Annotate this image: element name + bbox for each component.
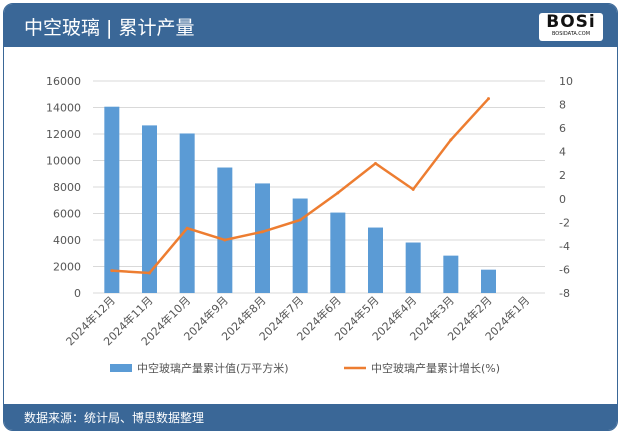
bar: [368, 227, 383, 293]
right-tick-label: 8: [559, 99, 566, 112]
line-point: [336, 191, 340, 195]
right-tick-label: 10: [559, 75, 573, 88]
bar: [443, 255, 459, 293]
left-tick-label: 14000: [46, 102, 81, 115]
bar: [217, 167, 233, 293]
footer-bar: 数据来源：统计局、博思数据整理: [4, 404, 617, 430]
line-point: [374, 161, 377, 165]
line-point: [185, 226, 189, 230]
left-tick-label: 10000: [46, 155, 81, 168]
bar: [179, 133, 195, 293]
right-tick-label: -8: [559, 287, 570, 300]
line-point: [411, 187, 415, 191]
right-tick-label: -6: [559, 263, 570, 276]
left-tick-label: 2000: [53, 261, 81, 274]
left-tick-label: 4000: [53, 234, 81, 247]
bar: [330, 212, 346, 293]
bar: [292, 198, 308, 293]
line-point: [148, 271, 151, 275]
line-point: [487, 97, 490, 101]
right-tick-label: -2: [559, 216, 570, 229]
bar: [142, 125, 157, 293]
bosi-logo: BOSi BOSIDATA.COM: [539, 13, 603, 41]
line-point: [110, 269, 114, 273]
line-point: [449, 138, 453, 142]
right-tick-label: -4: [559, 240, 570, 253]
left-tick-label: 12000: [46, 128, 81, 141]
bar: [255, 183, 270, 293]
line-point: [298, 218, 302, 222]
header-bar: 中空玻璃 | 累计产量 BOSi BOSIDATA.COM: [4, 4, 617, 47]
data-source: 数据来源：统计局、博思数据整理: [24, 411, 205, 425]
legend-line-label: 中空玻璃产量累计增长(%): [371, 361, 500, 375]
bar: [405, 242, 421, 293]
left-tick-label: 6000: [53, 208, 81, 221]
legend-bar-label: 中空玻璃产量累计值(万平方米): [137, 361, 289, 375]
bar: [481, 269, 496, 293]
right-tick-label: 0: [559, 193, 566, 206]
right-tick-label: 4: [559, 146, 566, 159]
right-tick-label: 6: [559, 122, 566, 135]
legend-bar-swatch: [110, 364, 132, 372]
page-title: 中空玻璃 | 累计产量: [24, 17, 195, 39]
right-tick-label: 2: [559, 169, 566, 182]
bar: [104, 106, 120, 293]
left-tick-label: 16000: [46, 75, 81, 88]
left-tick-label: 8000: [53, 181, 81, 194]
left-tick-label: 0: [74, 287, 81, 300]
line-point: [223, 238, 227, 242]
line-point: [261, 230, 264, 234]
